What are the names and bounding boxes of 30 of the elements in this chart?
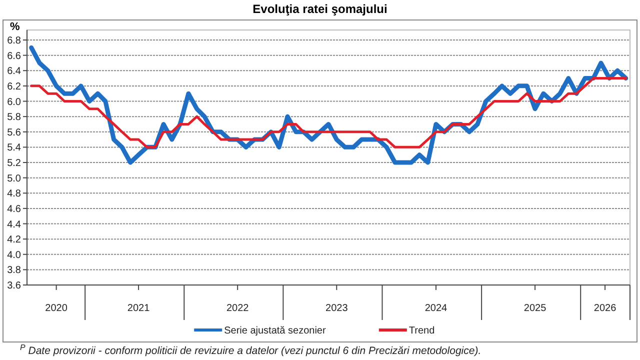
y-tick-label: 5.6: [7, 127, 22, 138]
y-tick-label: 4.0: [7, 250, 22, 261]
x-tick-label: 2022: [226, 303, 250, 314]
x-tick-label: 2024: [424, 303, 448, 314]
x-tick-label: 2021: [127, 303, 150, 314]
y-tick-label: 5.0: [7, 173, 22, 184]
legend-label: Trend: [408, 326, 435, 336]
y-tick-label: 6.8: [7, 36, 22, 46]
x-tick-label: 2025: [524, 303, 547, 314]
y-axis-title: %: [10, 21, 20, 33]
y-tick-label: 6.2: [7, 81, 22, 92]
y-tick-label: 4.4: [7, 219, 22, 230]
text: $^{P}$ Date provizorii - conform politicii de revizuire a datelor (vezi punctul 6 din Precizări metodologice).: [20, 342, 482, 357]
x-tick-label: 2023: [326, 303, 348, 314]
y-tick-label: 6.0: [7, 96, 22, 108]
chart-title: Evoluţia ratei şomajului: [252, 2, 388, 16]
y-tick-label: 6.4: [7, 66, 22, 78]
y-tick-label: 5.8: [7, 112, 22, 124]
y-tick-label: 5.4: [7, 142, 22, 154]
y-tick-label: 4.8: [7, 188, 22, 200]
y-tick-label: 5.2: [7, 158, 22, 169]
y-tick-label: 6.6: [7, 50, 22, 62]
x-tick-label: 2020: [45, 303, 68, 314]
x-tick-label: 2026: [594, 303, 617, 314]
line-series: [30, 77, 628, 148]
legend-label: Serie ajustată sezonier: [224, 326, 326, 336]
y-tick-label: 4.6: [7, 204, 22, 215]
y-tick-label: 3.6: [7, 280, 22, 292]
y-tick-label: 3.8: [7, 265, 22, 276]
y-tick-label: 4.2: [7, 234, 22, 246]
